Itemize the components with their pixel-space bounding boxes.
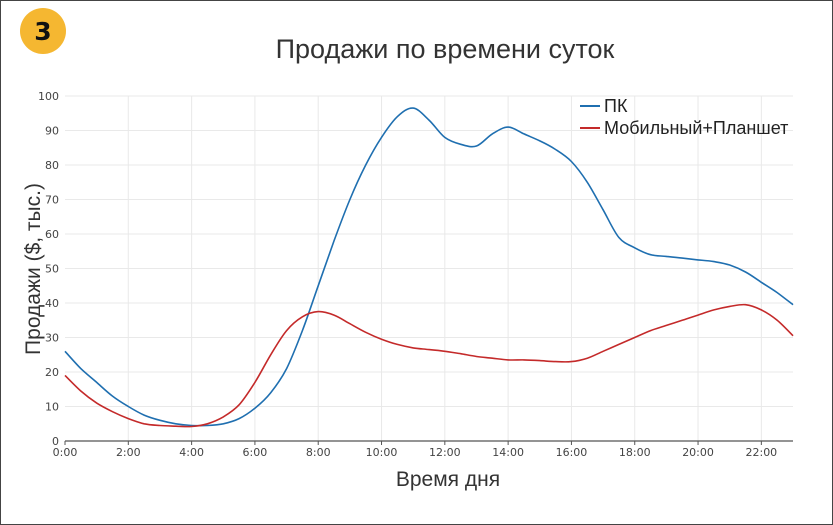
y-tick-label: 0 xyxy=(52,435,59,448)
y-axis-label: Продажи ($, тыс.) xyxy=(22,183,45,355)
grid-lines xyxy=(65,95,793,441)
x-tick-label: 6:00 xyxy=(243,446,268,459)
legend-label-0: ПК xyxy=(604,96,628,116)
y-axis-ticks: 0 10 20 30 40 50 60 70 80 90 100 xyxy=(38,90,59,448)
y-tick-label: 60 xyxy=(45,228,59,241)
y-tick-label: 30 xyxy=(45,332,59,345)
legend-label-1: Мобильный+Планшет xyxy=(604,118,788,138)
y-tick-label: 50 xyxy=(45,263,59,276)
series-lines xyxy=(64,107,794,428)
x-tick-label: 18:00 xyxy=(619,446,651,459)
x-tick-label: 8:00 xyxy=(306,446,331,459)
y-tick-label: 90 xyxy=(45,125,59,138)
x-tick-label: 12:00 xyxy=(429,446,461,459)
chart-title: Продажи по времени суток xyxy=(276,34,615,64)
y-tick-label: 20 xyxy=(45,366,59,379)
figure-number: 3 xyxy=(34,16,52,46)
x-axis-ticks: 0:00 2:00 4:00 6:00 8:00 10:00 12:00 14:00 16:00… xyxy=(53,441,777,459)
x-tick-label: 2:00 xyxy=(116,446,141,459)
y-tick-label: 40 xyxy=(45,297,59,310)
x-tick-label: 20:00 xyxy=(682,446,714,459)
y-tick-label: 100 xyxy=(38,90,59,103)
y-tick-label: 10 xyxy=(45,401,59,414)
x-tick-label: 0:00 xyxy=(53,446,78,459)
y-tick-label: 80 xyxy=(45,159,59,172)
y-tick-label: 70 xyxy=(45,194,59,207)
x-tick-label: 4:00 xyxy=(179,446,204,459)
x-tick-label: 10:00 xyxy=(366,446,398,459)
x-tick-label: 22:00 xyxy=(745,446,777,459)
x-tick-label: 14:00 xyxy=(492,446,524,459)
series-line-1 xyxy=(64,303,794,428)
series-line-0 xyxy=(64,107,794,427)
figure-number-badge: 3 xyxy=(20,8,66,54)
x-axis-label: Время дня xyxy=(396,468,500,491)
x-tick-label: 16:00 xyxy=(556,446,588,459)
